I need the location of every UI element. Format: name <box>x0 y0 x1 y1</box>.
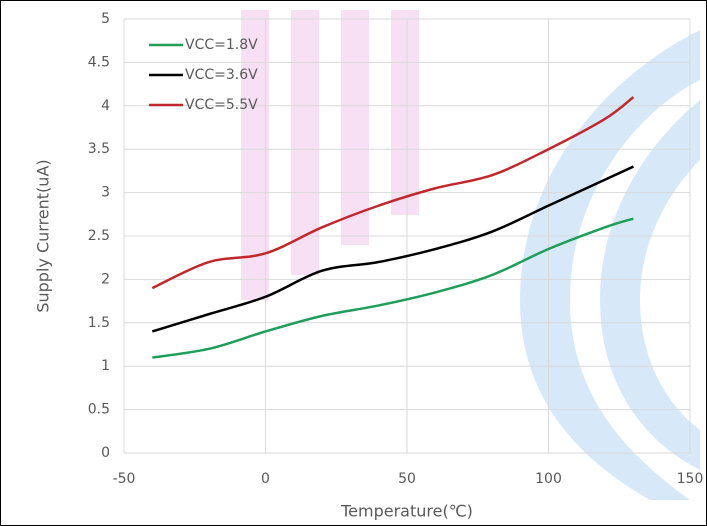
x-tick-label: 150 <box>677 471 704 487</box>
y-tick-label: 0.5 <box>88 402 110 418</box>
y-tick-label: 1 <box>101 358 110 374</box>
legend-label: VCC=5.5V <box>185 97 258 113</box>
y-tick-label: 0 <box>101 445 110 461</box>
x-tick-label: -50 <box>113 471 136 487</box>
y-tick-label: 3.5 <box>88 141 110 157</box>
line <box>151 165 634 333</box>
x-tick-label: 0 <box>261 471 270 487</box>
legend-label: VCC=3.6V <box>185 67 258 83</box>
y-tick-label: 5 <box>101 11 110 27</box>
y-axis-label: Supply Current(uA) <box>34 159 53 312</box>
y-tick-label: 4 <box>101 98 110 114</box>
x-axis-label: Temperature(℃) <box>340 502 473 521</box>
legend-label: VCC=1.8V <box>185 37 258 53</box>
x-tick-label: 100 <box>535 471 562 487</box>
y-tick-label: 2 <box>101 271 110 287</box>
line <box>152 217 634 359</box>
line <box>151 96 635 290</box>
y-tick-label: 2.5 <box>88 228 110 244</box>
y-tick-label: 1.5 <box>88 315 110 331</box>
x-tick-label: 50 <box>398 471 416 487</box>
y-tick-label: 4.5 <box>88 54 110 70</box>
y-tick-label: 3 <box>101 185 110 201</box>
